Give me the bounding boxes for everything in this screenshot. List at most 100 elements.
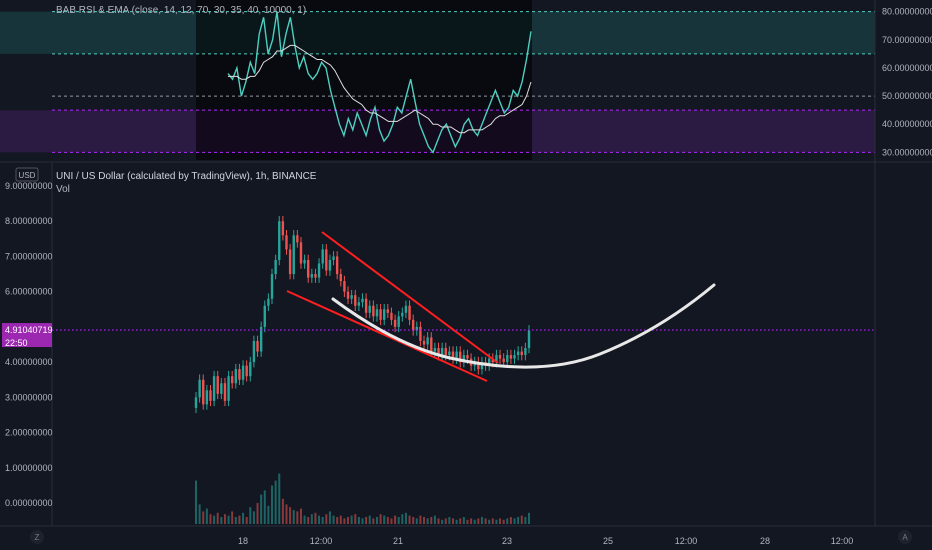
volume-bar bbox=[292, 510, 295, 524]
volume-bar bbox=[361, 518, 364, 524]
volume-bar bbox=[412, 517, 415, 524]
volume-bar bbox=[386, 517, 389, 524]
volume-bar bbox=[509, 517, 512, 524]
candle-body bbox=[263, 305, 266, 327]
corner-right[interactable]: A bbox=[898, 530, 912, 544]
wedge-lower-line bbox=[286, 290, 488, 382]
ema-line bbox=[228, 44, 532, 134]
volume-bar bbox=[278, 473, 281, 524]
volume-bar bbox=[227, 515, 230, 524]
candle-body bbox=[513, 355, 516, 359]
candle-body bbox=[364, 298, 368, 313]
volume-bar bbox=[441, 519, 444, 524]
volume-bar bbox=[459, 518, 462, 524]
rsi-y-axis: 80.00000000 70.00000000 60.00000000 50.0000… bbox=[882, 7, 932, 158]
candle-body bbox=[314, 274, 317, 278]
candle-body bbox=[267, 298, 270, 306]
volume-bar bbox=[256, 503, 259, 524]
candle-body bbox=[462, 355, 466, 363]
candle-body bbox=[397, 316, 400, 327]
volume-bar bbox=[213, 515, 216, 524]
candle-body bbox=[444, 348, 447, 356]
x-tick-label: 28 bbox=[760, 536, 770, 546]
volume-label: Vol bbox=[56, 184, 70, 195]
candle-body bbox=[249, 362, 252, 377]
volume-bar bbox=[480, 517, 483, 524]
candle-body bbox=[234, 369, 238, 384]
candle-body bbox=[216, 376, 219, 394]
volume-bar bbox=[430, 517, 433, 524]
x-tick-label: 25 bbox=[603, 536, 613, 546]
volume-bar bbox=[423, 517, 426, 524]
candle-body bbox=[401, 312, 404, 317]
rsi-tick-label: 80.00000000 bbox=[882, 7, 932, 17]
candle-body bbox=[252, 340, 256, 363]
volume-bar bbox=[528, 512, 530, 524]
volume-bar bbox=[249, 507, 252, 524]
candle-body bbox=[205, 390, 209, 405]
volume-bar bbox=[375, 517, 378, 524]
volume-bar bbox=[368, 515, 371, 524]
candle-body bbox=[230, 376, 234, 384]
volume-bar bbox=[314, 512, 317, 524]
main-tick-label: 6.00000000 bbox=[5, 287, 53, 297]
rsi-tick-label: 50.00000000 bbox=[882, 91, 932, 101]
candle-body bbox=[524, 348, 527, 356]
volume-bar bbox=[488, 519, 491, 524]
rounding-bottom-curve bbox=[331, 283, 716, 369]
candle-body bbox=[209, 390, 212, 401]
candle-body bbox=[288, 249, 292, 275]
candle-body bbox=[299, 242, 303, 264]
volume-bar bbox=[354, 514, 357, 524]
volume-bar bbox=[260, 494, 263, 524]
volume-bar bbox=[408, 515, 411, 524]
volume-bar bbox=[470, 518, 473, 524]
falling-wedge bbox=[286, 231, 499, 382]
volume-bar bbox=[343, 518, 346, 524]
volume-bar bbox=[491, 518, 494, 524]
volume-bar bbox=[455, 519, 458, 524]
main-y-axis: 9.00000000 8.00000000 7.00000000 6.00000000… bbox=[5, 181, 53, 508]
candle-body bbox=[520, 351, 523, 356]
candle-body bbox=[354, 295, 357, 306]
candle-body bbox=[343, 281, 346, 292]
volume-bar bbox=[517, 517, 520, 524]
volume-bars bbox=[195, 473, 530, 524]
x-tick-label: 18 bbox=[238, 536, 248, 546]
candle-body bbox=[238, 369, 241, 380]
volume-bar bbox=[495, 519, 498, 524]
volume-bar bbox=[310, 514, 313, 524]
candle-body bbox=[455, 351, 458, 359]
volume-bar bbox=[379, 514, 382, 524]
price-tag: 4.91040719 22:50 bbox=[2, 323, 53, 348]
candle-body bbox=[422, 340, 426, 345]
corner-left[interactable]: Z bbox=[30, 530, 44, 544]
x-tick-label: 21 bbox=[393, 536, 403, 546]
volume-bar bbox=[383, 515, 386, 524]
main-tick-label: 8.00000000 bbox=[5, 216, 53, 226]
volume-bar bbox=[401, 514, 404, 524]
candle-body bbox=[296, 235, 299, 243]
volume-bar bbox=[332, 515, 335, 524]
volume-bar bbox=[281, 498, 284, 524]
candle-body bbox=[227, 376, 230, 401]
x-tick-label: 12:00 bbox=[310, 536, 333, 546]
volume-bar bbox=[205, 508, 208, 524]
currency-badge[interactable]: USD bbox=[15, 167, 39, 182]
volume-bar bbox=[365, 517, 368, 524]
candle-body bbox=[509, 355, 513, 359]
volume-bar bbox=[451, 518, 454, 524]
candle-body bbox=[278, 221, 281, 260]
candle-body bbox=[375, 309, 379, 317]
candle-body bbox=[223, 383, 227, 401]
volume-bar bbox=[216, 512, 219, 524]
volume-bar bbox=[484, 518, 487, 524]
candle-body bbox=[451, 351, 455, 359]
volume-bar bbox=[415, 518, 418, 524]
candle-body bbox=[241, 365, 245, 380]
volume-bar bbox=[524, 517, 527, 524]
candle-body bbox=[477, 362, 480, 370]
volume-bar bbox=[299, 508, 302, 524]
candle-body bbox=[419, 326, 422, 341]
